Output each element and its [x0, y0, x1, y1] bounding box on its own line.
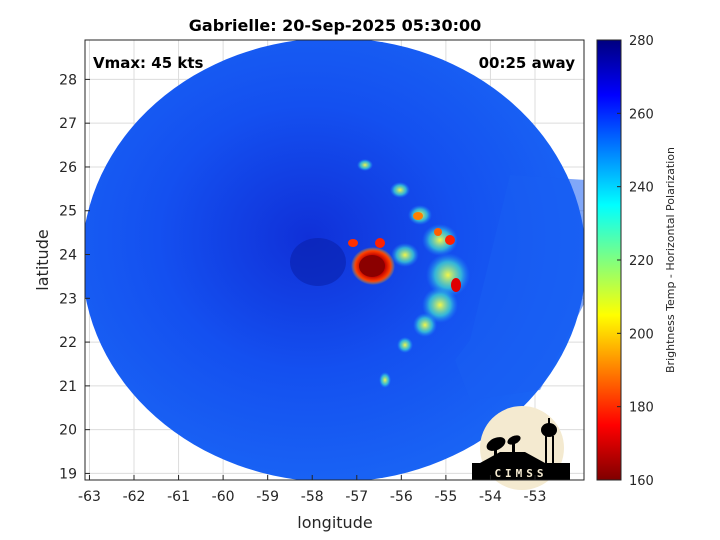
- y-tick-label: 22: [59, 335, 77, 351]
- storm-core-inner: [359, 255, 385, 277]
- y-tick-label: 28: [59, 72, 77, 88]
- water-tower-icon: [541, 418, 557, 463]
- satellite-dish-icon: [480, 435, 545, 463]
- swath-seam-region: [455, 175, 584, 400]
- colorbar-tick-label: 180: [629, 401, 654, 416]
- colorbar-tick-label: 260: [629, 107, 654, 122]
- y-tick-label: 27: [59, 116, 77, 132]
- colorbar-label: Brightness Temp - Horizontal Polarizatio…: [664, 147, 677, 373]
- y-tick-label: 26: [59, 160, 77, 176]
- y-axis-label: latitude: [33, 229, 52, 290]
- cimss-logo: CIMSS: [472, 406, 570, 490]
- x-axis-ticks: -63 -62 -61 -60 -59 -58 -57 -56 -55 -54 -53: [78, 475, 546, 505]
- x-tick-label: -62: [123, 489, 146, 505]
- x-tick-label: -63: [78, 489, 101, 505]
- y-tick-label: 20: [59, 423, 77, 439]
- x-tick-label: -58: [301, 489, 324, 505]
- y-tick-label: 23: [59, 291, 77, 307]
- logo-ground: [472, 463, 570, 480]
- logo-text: CIMSS: [494, 467, 547, 480]
- x-axis-label: longitude: [297, 513, 372, 532]
- plot-frame: [84, 39, 585, 481]
- x-tick-label: -54: [479, 489, 502, 505]
- vmax-label: Vmax: 45 kts: [93, 54, 203, 72]
- x-tick-label: -56: [390, 489, 413, 505]
- x-tick-label: -53: [524, 489, 547, 505]
- eye-region: [290, 238, 346, 286]
- x-tick-label: -55: [434, 489, 457, 505]
- colorbar-tick-label: 200: [629, 327, 654, 342]
- colorbar: 160 180 200 220 240 260 280 Brightness Temp - …: [596, 34, 677, 489]
- microwave-swath: [85, 40, 584, 480]
- x-tick-label: -60: [212, 489, 235, 505]
- time-away-label: 00:25 away: [479, 54, 576, 72]
- x-tick-label: -57: [345, 489, 368, 505]
- colorbar-ticks: 160 180 200 220 240 260 280: [617, 34, 654, 489]
- y-tick-label: 24: [59, 248, 77, 264]
- y-tick-label: 25: [59, 204, 77, 220]
- colorbar-tick-label: 240: [629, 181, 654, 196]
- x-tick-label: -59: [256, 489, 279, 505]
- colorbar-tick-label: 220: [629, 254, 654, 269]
- y-axis-ticks: 19 20 21 22 23 24 25 26 27 28: [59, 72, 90, 482]
- colorbar-tick-label: 280: [629, 34, 654, 49]
- plot-area: CIMSS Vmax: 45 kts 00:25 away: [84, 39, 585, 490]
- colorbar-tick-label: 160: [629, 474, 654, 489]
- convective-cells: [348, 212, 461, 292]
- y-tick-label: 19: [59, 466, 77, 482]
- y-tick-label: 21: [59, 379, 77, 395]
- chart-title: Gabrielle: 20-Sep-2025 05:30:00: [189, 16, 481, 35]
- x-tick-label: -61: [167, 489, 190, 505]
